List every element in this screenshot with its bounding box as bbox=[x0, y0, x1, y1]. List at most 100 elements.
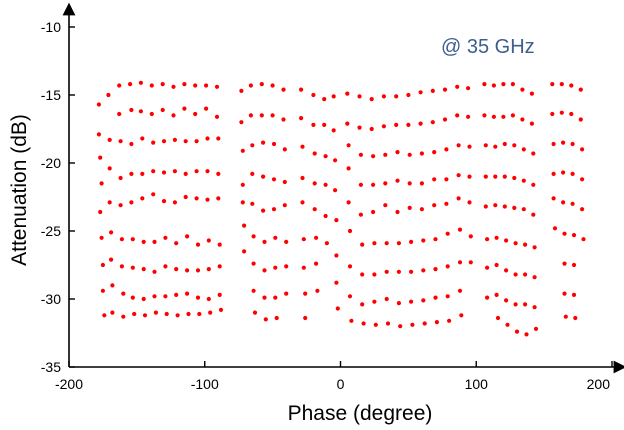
data-point bbox=[371, 182, 376, 187]
data-point bbox=[447, 318, 452, 323]
data-point bbox=[512, 143, 517, 148]
data-point bbox=[561, 170, 566, 175]
data-point bbox=[96, 132, 101, 137]
data-point bbox=[217, 292, 222, 297]
data-point bbox=[456, 173, 461, 178]
data-point bbox=[216, 196, 221, 201]
data-point bbox=[119, 264, 124, 269]
data-point bbox=[371, 154, 376, 159]
data-point bbox=[580, 207, 585, 212]
data-point bbox=[551, 196, 556, 201]
data-point bbox=[185, 268, 190, 273]
data-point bbox=[442, 87, 448, 92]
data-point bbox=[299, 116, 304, 121]
data-point bbox=[174, 292, 179, 297]
y-axis-title: Attenuation (dB) bbox=[8, 114, 31, 266]
data-point bbox=[282, 179, 287, 185]
data-point bbox=[171, 84, 176, 89]
data-point bbox=[485, 237, 490, 242]
data-point bbox=[314, 261, 319, 266]
data-point bbox=[204, 106, 209, 111]
y-tick-label: -10 bbox=[41, 19, 61, 35]
data-point bbox=[141, 267, 146, 272]
data-point bbox=[270, 113, 275, 118]
data-point bbox=[250, 143, 255, 148]
data-point bbox=[381, 94, 386, 99]
data-point bbox=[409, 269, 414, 274]
data-point bbox=[303, 291, 308, 296]
data-point bbox=[531, 151, 536, 156]
data-point bbox=[314, 235, 319, 240]
data-point bbox=[531, 212, 536, 217]
data-point bbox=[419, 181, 424, 186]
data-point bbox=[504, 268, 509, 273]
data-point bbox=[409, 239, 414, 244]
data-point bbox=[512, 205, 517, 210]
data-point bbox=[282, 147, 287, 152]
data-point bbox=[571, 292, 577, 297]
data-point bbox=[301, 265, 306, 270]
data-point bbox=[383, 203, 388, 208]
data-point bbox=[271, 207, 277, 212]
data-point bbox=[282, 203, 287, 208]
data-point bbox=[419, 207, 424, 212]
data-point bbox=[457, 260, 463, 265]
data-point bbox=[360, 302, 365, 307]
data-point bbox=[121, 314, 126, 319]
data-point bbox=[334, 253, 339, 258]
data-point bbox=[561, 140, 566, 145]
data-point bbox=[129, 141, 134, 147]
data-point bbox=[483, 204, 488, 209]
data-point bbox=[273, 295, 278, 300]
data-point bbox=[164, 311, 169, 317]
data-point bbox=[578, 117, 583, 122]
data-point bbox=[396, 301, 401, 306]
data-point bbox=[107, 166, 112, 171]
data-point bbox=[98, 209, 103, 215]
data-point bbox=[183, 171, 188, 176]
data-point bbox=[185, 291, 190, 296]
data-point bbox=[252, 310, 258, 315]
data-point bbox=[384, 241, 389, 246]
data-point bbox=[372, 272, 377, 277]
data-point bbox=[174, 241, 179, 246]
data-point bbox=[312, 181, 317, 186]
data-point bbox=[358, 152, 363, 157]
data-point bbox=[570, 201, 575, 206]
data-point bbox=[142, 313, 148, 318]
data-point bbox=[551, 141, 556, 147]
data-point bbox=[250, 171, 255, 176]
data-point bbox=[444, 177, 449, 182]
data-point bbox=[502, 204, 507, 209]
data-point bbox=[334, 218, 339, 223]
data-point bbox=[551, 171, 556, 176]
data-point bbox=[346, 200, 351, 205]
data-point bbox=[194, 169, 199, 174]
data-point bbox=[300, 144, 305, 149]
data-point bbox=[529, 121, 535, 126]
data-point bbox=[533, 326, 539, 331]
data-point bbox=[373, 322, 378, 327]
data-point bbox=[502, 141, 507, 147]
data-point bbox=[571, 233, 577, 238]
data-point bbox=[208, 310, 213, 315]
data-point bbox=[358, 212, 363, 217]
data-point bbox=[129, 171, 134, 176]
data-point bbox=[271, 141, 277, 147]
data-point bbox=[110, 310, 115, 315]
data-point bbox=[132, 311, 137, 317]
data-point bbox=[240, 182, 245, 187]
data-point bbox=[185, 234, 190, 239]
data-point bbox=[284, 239, 289, 244]
data-point bbox=[138, 80, 143, 85]
data-point bbox=[118, 139, 123, 144]
data-point bbox=[96, 102, 101, 107]
data-point bbox=[358, 182, 363, 187]
data-point bbox=[455, 84, 460, 89]
data-point bbox=[421, 238, 426, 243]
data-point bbox=[346, 166, 351, 171]
data-point bbox=[322, 97, 327, 102]
data-point bbox=[281, 117, 286, 122]
data-point bbox=[163, 264, 168, 269]
data-point bbox=[372, 299, 377, 304]
